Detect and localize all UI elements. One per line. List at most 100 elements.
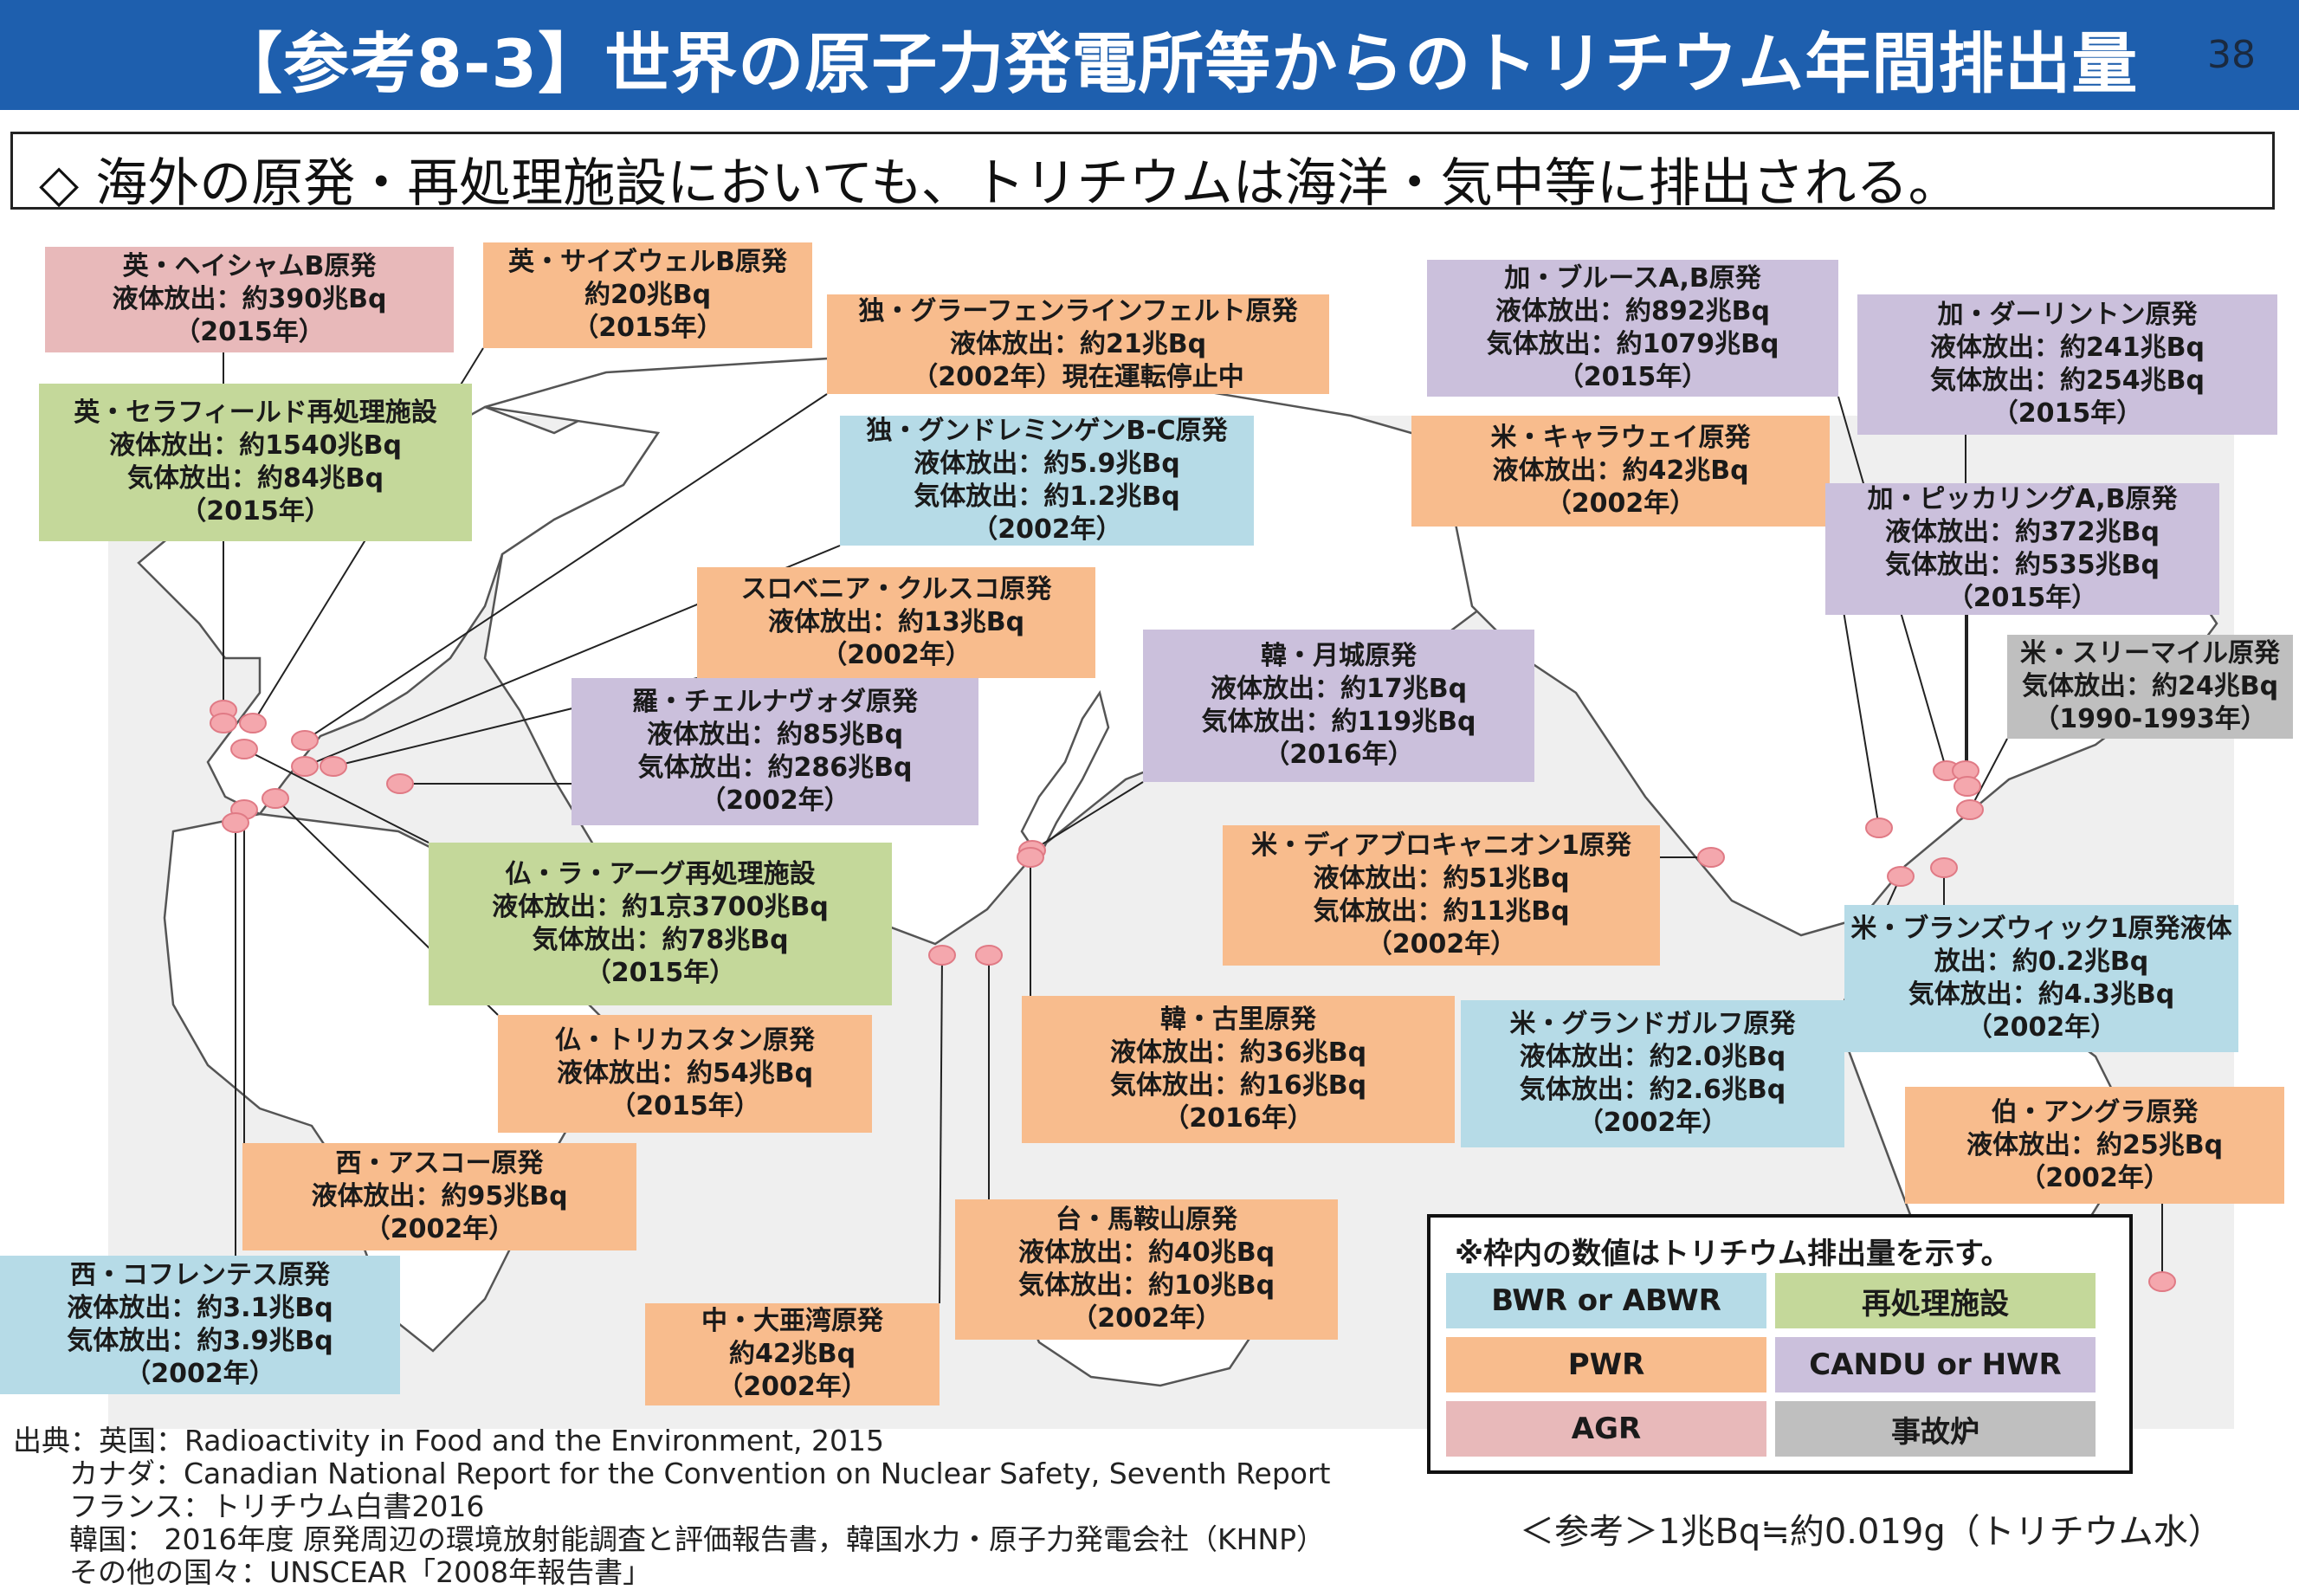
source-line: 韓国： 2016年度 原発周辺の環境放射能調査と評価報告書，韓国水力・原子力発電… [69, 1522, 1326, 1556]
plant-value: 気体放出：約24兆Bq [2021, 671, 2279, 701]
plant-value: 気体放出：約16兆Bq [1109, 1070, 1367, 1101]
plant-value: （2002年） [125, 1359, 275, 1389]
leader-line [243, 748, 429, 843]
source-line: その他の国々：UNSCEAR「2008年報告書」 [69, 1555, 652, 1589]
plant-name: 米・ブランズウィック1原発液体 [1850, 914, 2232, 944]
plant-value: （2002年） [2019, 1162, 2170, 1193]
plant-value: 気体放出：約2.6兆Bq [1519, 1075, 1786, 1105]
source-line: カナダ：Canadian National Report for the Con… [69, 1457, 1331, 1490]
subtitle-box: ◇ 海外の原発・再処理施設においても、トリチウムは海洋・気中等に排出される。 [10, 132, 2275, 214]
plant-value: 気体放出：約3.9兆Bq [67, 1326, 333, 1356]
plant-box-ro-cernavoda: 羅・チェルナヴォダ原発 液体放出：約85兆Bq 気体放出：約286兆Bq （2002年… [572, 678, 978, 825]
plant-value: （2002年） [1071, 1303, 1222, 1334]
plant-value: （2015年） [584, 958, 736, 988]
plant-value: 液体放出：約1540兆Bq [109, 430, 402, 461]
plant-value: （2015年） [174, 317, 325, 347]
plant-name: 米・キャラウェイ原発 [1490, 423, 1751, 453]
plant-marker [1887, 866, 1915, 887]
plant-value: （2002年） [700, 785, 850, 816]
leader-line [1031, 781, 1144, 851]
plant-box-us-diablo: 米・ディアブロキャニオン1原発 液体放出：約51兆Bq 気体放出：約11兆Bq （20… [1223, 825, 1660, 966]
plant-name: 西・コフレンテス原発 [70, 1260, 330, 1290]
plant-value: 気体放出：約10兆Bq [1017, 1270, 1275, 1301]
plant-name: 韓・古里原発 [1160, 1005, 1316, 1035]
plant-value: 液体放出：約21兆Bq [949, 328, 1207, 359]
plant-name: 英・セラフィールド再処理施設 [74, 397, 437, 428]
plant-marker [386, 773, 414, 794]
plant-box-es-asco: 西・アスコー原発 液体放出：約95兆Bq （2002年） [242, 1143, 636, 1250]
plant-marker [291, 730, 319, 751]
source-line: 出典：英国：Radioactivity in Food and the Envi… [13, 1424, 884, 1457]
plant-value: （2015年） [572, 313, 723, 343]
plant-value: 液体放出：約42兆Bq [1492, 456, 1749, 486]
plant-box-de-gundremmingen: 独・グンドレミンゲンB-C原発 液体放出：約5.9兆Bq 気体放出：約1.2兆Bq （… [840, 416, 1254, 546]
plant-name: 英・サイズウェルB原発 [508, 247, 787, 277]
plant-name: 伯・アングラ原発 [1991, 1096, 2199, 1128]
plant-marker [239, 713, 267, 733]
plant-marker [1017, 847, 1044, 868]
plant-marker [2148, 1271, 2176, 1292]
plant-value: （2002年） [717, 1372, 868, 1402]
plant-value: 液体放出：約2.0兆Bq [1519, 1042, 1786, 1072]
plant-value: 液体放出：約390兆Bq [112, 284, 387, 314]
plant-value: （2015年） [1992, 398, 2143, 429]
plant-value: 液体放出：約36兆Bq [1109, 1037, 1367, 1068]
plant-value: 液体放出：約892兆Bq [1495, 296, 1770, 326]
plant-value: （2002年） [1366, 929, 1517, 960]
plant-box-cn-dayawan: 中・大亜湾原発 約42兆Bq （2002年） [645, 1303, 940, 1405]
header-bar: 【参考8-3】世界の原子力発電所等からのトリチウム年間排出量 38 [0, 0, 2299, 110]
plant-value: 液体放出：約1京3700兆Bq [492, 892, 829, 922]
plant-value: 気体放出：約4.3兆Bq [1908, 979, 2175, 1010]
plant-box-de-grafenrheinfeld: 独・グラーフェンラインフェルト原発 液体放出：約21兆Bq （2002年）現在運転停… [827, 294, 1329, 394]
plant-box-uk-heysham: 英・ヘイシャムB原発 液体放出：約390兆Bq （2015年） [45, 247, 454, 352]
plant-box-us-callaway: 米・キャラウェイ原発 液体放出：約42兆Bq （2002年） [1411, 416, 1830, 527]
plant-value: （2002年） [821, 640, 972, 670]
plant-marker [222, 812, 249, 833]
plant-value: 気体放出：約1.2兆Bq [914, 481, 1180, 512]
page-number: 38 [2207, 33, 2256, 77]
plant-value: 液体放出：約85兆Bq [646, 720, 904, 750]
plant-value: 液体放出：約13兆Bq [767, 607, 1025, 637]
plant-marker [262, 788, 289, 809]
legend-accident: 事故炉 [1775, 1401, 2096, 1457]
plant-marker [975, 945, 1003, 966]
plant-name: 韓・月城原発 [1261, 641, 1417, 671]
plant-name: 加・ダーリントン原発 [1937, 300, 2198, 330]
legend-pwr: PWR [1446, 1337, 1766, 1392]
plant-name: 中・大亜湾原発 [701, 1306, 883, 1336]
plant-marker [1930, 857, 1958, 878]
plant-name: 米・グランドガルフ原発 [1509, 1009, 1796, 1039]
plant-value: （2015年） [180, 496, 331, 527]
plant-box-fr-lahague: 仏・ラ・アーグ再処理施設 液体放出：約1京3700兆Bq 気体放出：約78兆Bq （2… [429, 843, 892, 1005]
plant-value: （2002年） [1545, 488, 1696, 519]
plant-value: 液体放出：約3.1兆Bq [67, 1293, 333, 1323]
plant-box-us-grandgulf: 米・グランドガルフ原発 液体放出：約2.0兆Bq 気体放出：約2.6兆Bq （2002… [1461, 1000, 1844, 1147]
legend-note: ※枠内の数値はトリチウム排出量を示す。 [1455, 1237, 2011, 1271]
plant-value: 気体放出：約84兆Bq [126, 463, 384, 494]
plant-marker [210, 713, 237, 733]
plant-value: （2016年） [1163, 1103, 1314, 1134]
plant-value: 液体放出：約51兆Bq [1313, 863, 1570, 894]
plant-value: （2002年） [364, 1214, 515, 1244]
plant-value: 気体放出：約1079兆Bq [1486, 329, 1779, 359]
plant-box-ca-darlington: 加・ダーリントン原発 液体放出：約241兆Bq 気体放出：約254兆Bq （2015年… [1857, 294, 2277, 435]
plant-box-ca-bruce: 加・ブルースA,B原発 液体放出：約892兆Bq 気体放出：約1079兆Bq （201… [1427, 260, 1838, 397]
plant-value: （1990-1993年） [2033, 704, 2267, 734]
legend-agr: AGR [1446, 1401, 1766, 1457]
leader-line [939, 954, 943, 1304]
plant-marker [1956, 799, 1984, 820]
plant-value: （2015年） [1947, 583, 2098, 613]
plant-value: 液体放出：約25兆Bq [1966, 1129, 2224, 1160]
plant-marker [230, 739, 258, 759]
plant-name: 仏・ラ・アーグ再処理施設 [505, 859, 816, 889]
plant-name: 羅・チェルナヴォダ原発 [632, 687, 918, 717]
leader-line [304, 393, 828, 741]
plant-box-ca-pickering: 加・ピッカリングA,B原発 液体放出：約372兆Bq 気体放出：約535兆Bq （20… [1825, 483, 2219, 615]
plant-value: 気体放出：約254兆Bq [1930, 365, 2205, 396]
plant-value: 気体放出：約78兆Bq [532, 925, 789, 955]
plant-box-es-cofrentes: 西・コフレンテス原発 液体放出：約3.1兆Bq 気体放出：約3.9兆Bq （2002年… [0, 1256, 400, 1394]
page-title: 【参考8-3】世界の原子力発電所等からのトリチウム年間排出量 [216, 25, 2139, 102]
plant-name: 独・グラーフェンラインフェルト原発 [858, 295, 1298, 326]
legend-reprocessing: 再処理施設 [1775, 1273, 2096, 1328]
plant-marker [1865, 817, 1893, 838]
